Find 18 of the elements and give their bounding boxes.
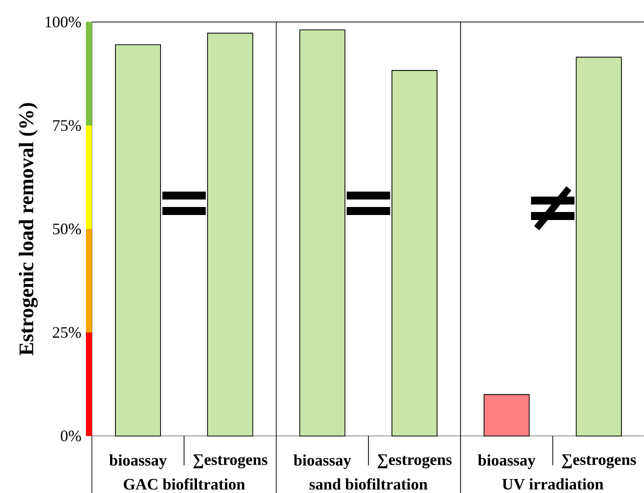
annotation: = — [162, 192, 206, 216]
y-tick-label: 100% — [46, 16, 81, 28]
x-tick-label: bioassay — [294, 454, 352, 469]
text: sand biofiltration — [310, 478, 428, 490]
y-tick-label: 25% — [52, 327, 81, 338]
y-tick-label: 50% — [53, 224, 81, 234]
x-tick-label: bioassay — [478, 454, 536, 469]
annotation: = — [346, 192, 390, 216]
y-axis-title: Estrogenic load removal (%) — [18, 103, 38, 356]
x-tick-label: ∑estrogens — [562, 454, 636, 468]
y-tick-label: 75% — [53, 120, 81, 131]
y-tick-label: 0% — [60, 430, 81, 442]
annotation: ≠ — [531, 186, 574, 230]
x-tick-label: ∑estrogens — [378, 454, 452, 468]
text: GAC biofiltration — [124, 478, 245, 490]
x-tick-label: ∑estrogens — [193, 454, 268, 468]
text: UV irradiation — [502, 478, 604, 490]
x-tick-label: bioassay — [109, 454, 167, 469]
